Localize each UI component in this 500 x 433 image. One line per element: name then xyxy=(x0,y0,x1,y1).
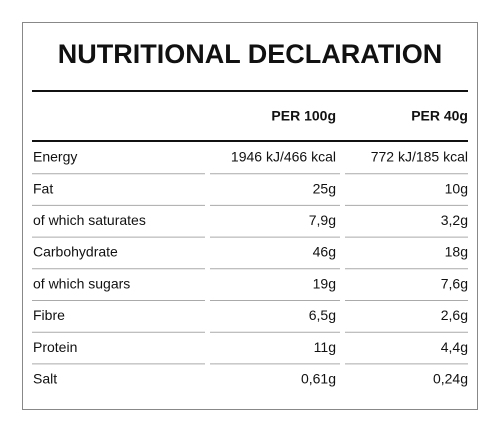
row-label: Salt xyxy=(33,370,57,386)
title: NUTRITIONAL DECLARATION xyxy=(58,39,442,69)
cell-value: 0,61g xyxy=(301,370,336,386)
column-header: PER 40g xyxy=(411,108,468,124)
cell-value: 7,6g xyxy=(441,275,468,291)
cell-value: 2,6g xyxy=(441,307,468,323)
column-header: PER 100g xyxy=(271,108,336,124)
row-label: Protein xyxy=(33,339,77,355)
cell-value: 0,24g xyxy=(433,370,468,386)
row-label: Fibre xyxy=(33,307,65,323)
cell-value: 1946 kJ/466 kcal xyxy=(231,149,336,165)
cell-value: 6,5g xyxy=(309,307,336,323)
row-label: Fat xyxy=(33,180,53,196)
cell-value: 11g xyxy=(314,339,336,355)
cell-value: 25g xyxy=(313,180,336,196)
cell-value: 46g xyxy=(313,244,336,260)
row-label: Carbohydrate xyxy=(33,244,118,260)
cell-value: 10g xyxy=(445,180,468,196)
row-label: Energy xyxy=(33,149,77,165)
cell-value: 18g xyxy=(445,244,468,260)
cell-value: 4,4g xyxy=(441,339,468,355)
cell-value: 7,9g xyxy=(309,212,336,228)
row-label: of which sugars xyxy=(33,275,130,291)
cell-value: 3,2g xyxy=(441,212,468,228)
cell-value: 772 kJ/185 kcal xyxy=(371,149,468,165)
cell-value: 19g xyxy=(313,275,336,291)
row-label: of which saturates xyxy=(33,212,146,228)
border xyxy=(22,22,478,410)
